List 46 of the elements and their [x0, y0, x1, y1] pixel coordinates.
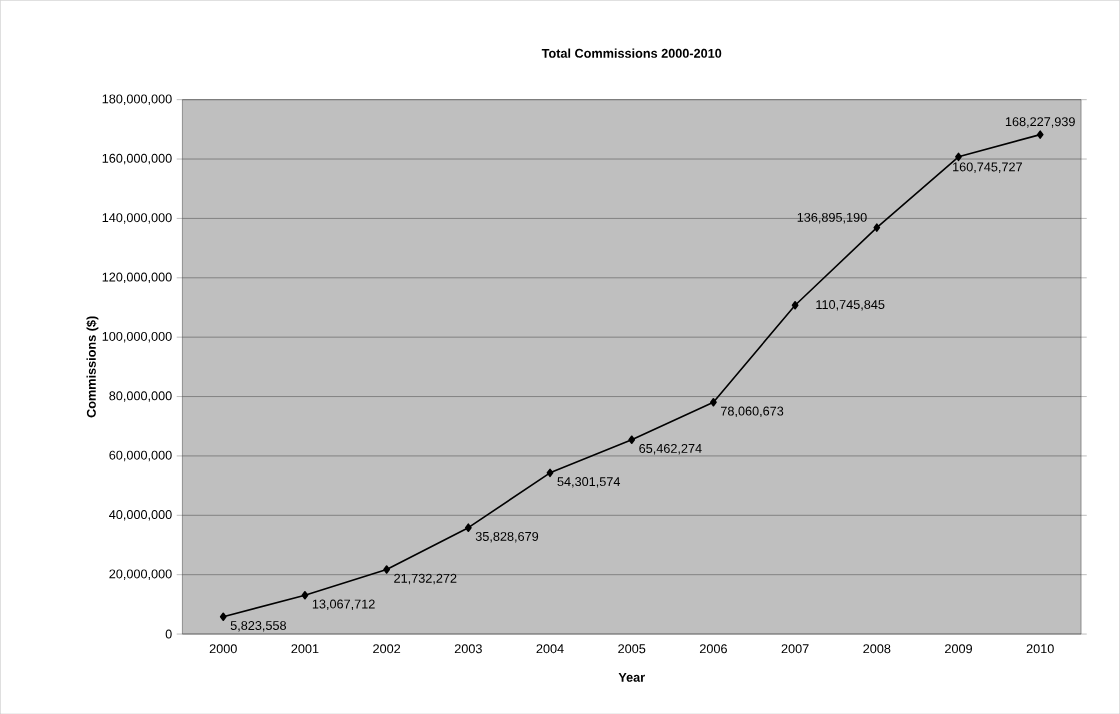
point [464, 523, 472, 532]
point [873, 223, 881, 232]
point [1036, 130, 1044, 139]
x-tick-label: 2001 [291, 644, 319, 654]
point [546, 468, 554, 477]
data-label: 136,895,190 [797, 212, 867, 224]
x-tick-label: 2009 [945, 644, 972, 654]
x-tick-label: 2007 [781, 644, 809, 654]
y-tick-label: 80,000,000 [109, 391, 172, 402]
point [791, 300, 799, 310]
data-label: 168,227,939 [1005, 117, 1075, 128]
point [301, 590, 309, 600]
data-label: 78,060,673 [721, 406, 784, 417]
x-tick-label: 2008 [863, 644, 891, 654]
x-tick-label: 2002 [373, 644, 401, 654]
data-label: 5,823,558 [230, 620, 287, 632]
x-axis-title: Year [618, 672, 645, 682]
point [219, 612, 227, 621]
y-tick-label: 180,000,000 [102, 94, 172, 105]
y-tick-label: 140,000,000 [102, 212, 172, 224]
x-tick-label: 2010 [1026, 644, 1054, 654]
x-tick-label: 2003 [454, 644, 482, 654]
y-tick-label: 60,000,000 [109, 450, 172, 461]
x-tick-label: 2000 [209, 644, 237, 654]
data-label: 21,732,272 [394, 573, 457, 585]
y-tick-label: 100,000,000 [102, 331, 172, 343]
x-tick-label: 2005 [618, 644, 646, 654]
y-tick-label: 0 [165, 629, 172, 639]
y-tick-label: 120,000,000 [102, 272, 172, 283]
x-tick-label: 2006 [699, 644, 727, 654]
data-label: 110,745,845 [816, 299, 885, 311]
point [955, 152, 962, 161]
point [710, 397, 717, 407]
chart-title: Total Commissions 2000-2010 [541, 48, 722, 58]
data-label: 13,067,712 [312, 599, 375, 610]
data-label: 35,828,679 [475, 531, 539, 543]
y-axis-title: Commissions ($) [86, 316, 99, 418]
x-tick-label: 2004 [536, 644, 564, 654]
y-tick-label: 40,000,000 [109, 509, 172, 521]
point [383, 565, 391, 574]
data-label: 54,301,574 [557, 476, 621, 488]
data-label: 65,462,274 [639, 443, 702, 455]
data-label: 160,745,727 [953, 162, 1022, 173]
y-tick-label: 20,000,000 [109, 569, 172, 580]
y-tick-label: 160,000,000 [102, 153, 172, 165]
point [628, 435, 636, 444]
